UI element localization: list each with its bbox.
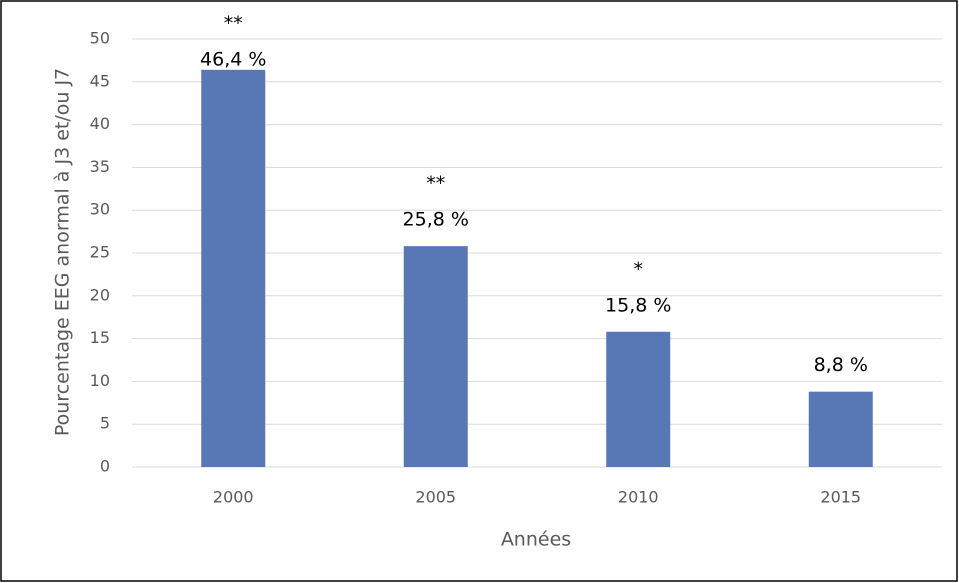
y-tick-label: 10 — [90, 371, 110, 390]
y-tick-label: 5 — [100, 414, 110, 433]
x-tick-label: 2000 — [213, 488, 254, 507]
y-tick-label: 50 — [90, 29, 110, 48]
bar — [606, 331, 671, 467]
value-label: 25,8 % — [403, 209, 469, 231]
value-label: 15,8 % — [605, 294, 671, 316]
x-tick-label: 2010 — [618, 488, 659, 507]
y-tick-label: 45 — [90, 71, 110, 90]
y-tick-label: 35 — [90, 157, 110, 176]
bar — [201, 69, 266, 467]
y-tick-label: 40 — [90, 114, 110, 133]
significance-annotation: ** — [224, 13, 243, 35]
bar — [808, 391, 873, 467]
x-axis-title: Années — [501, 529, 571, 551]
x-tick-label: 2015 — [820, 488, 861, 507]
y-axis-title: Pourcentage EEG anormal à J3 et/ou J7 — [52, 68, 74, 436]
bar — [403, 246, 468, 467]
y-tick-label: 25 — [90, 243, 110, 262]
significance-annotation: ** — [426, 173, 445, 195]
y-tick-label: 0 — [100, 457, 110, 476]
significance-annotation: * — [634, 258, 644, 280]
value-label: 8,8 % — [814, 354, 868, 376]
y-tick-label: 15 — [90, 328, 110, 347]
value-label: 46,4 % — [200, 49, 266, 71]
x-tick-label: 2005 — [415, 488, 456, 507]
y-tick-label: 20 — [90, 285, 110, 304]
y-tick-label: 30 — [90, 200, 110, 219]
